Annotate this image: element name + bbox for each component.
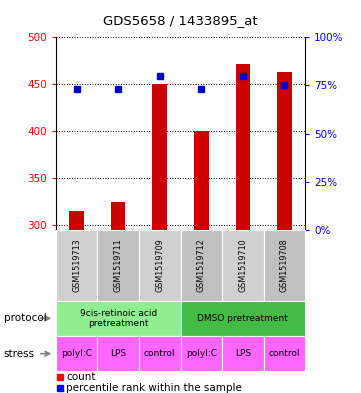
Bar <box>180 301 305 336</box>
Text: polyI:C: polyI:C <box>186 349 217 358</box>
Text: protocol: protocol <box>4 313 46 323</box>
Bar <box>264 230 305 301</box>
Bar <box>69 211 84 230</box>
Bar <box>56 230 97 301</box>
Bar <box>222 230 264 301</box>
Bar <box>180 230 222 301</box>
Text: percentile rank within the sample: percentile rank within the sample <box>66 383 242 393</box>
Bar <box>222 336 264 371</box>
Text: LPS: LPS <box>110 349 126 358</box>
Bar <box>139 336 180 371</box>
Text: GSM1519711: GSM1519711 <box>114 239 123 292</box>
Bar <box>56 336 97 371</box>
Bar <box>139 230 180 301</box>
Text: GDS5658 / 1433895_at: GDS5658 / 1433895_at <box>103 14 258 27</box>
Text: count: count <box>66 373 95 382</box>
Bar <box>152 84 167 230</box>
Bar <box>264 336 305 371</box>
Bar <box>180 336 222 371</box>
Bar <box>111 202 126 230</box>
Text: GSM1519712: GSM1519712 <box>197 239 206 292</box>
Text: stress: stress <box>4 349 35 359</box>
Bar <box>277 72 292 230</box>
Text: polyI:C: polyI:C <box>61 349 92 358</box>
Bar <box>97 336 139 371</box>
Text: control: control <box>269 349 300 358</box>
Text: LPS: LPS <box>235 349 251 358</box>
Text: GSM1519713: GSM1519713 <box>72 239 81 292</box>
Bar <box>194 131 209 230</box>
Text: GSM1519708: GSM1519708 <box>280 239 289 292</box>
Bar <box>235 64 250 230</box>
Bar <box>97 230 139 301</box>
Text: control: control <box>144 349 175 358</box>
Bar <box>56 301 180 336</box>
Text: DMSO pretreatment: DMSO pretreatment <box>197 314 288 323</box>
Text: GSM1519709: GSM1519709 <box>155 239 164 292</box>
Text: GSM1519710: GSM1519710 <box>238 239 247 292</box>
Text: 9cis-retinoic acid
pretreatment: 9cis-retinoic acid pretreatment <box>80 309 157 328</box>
